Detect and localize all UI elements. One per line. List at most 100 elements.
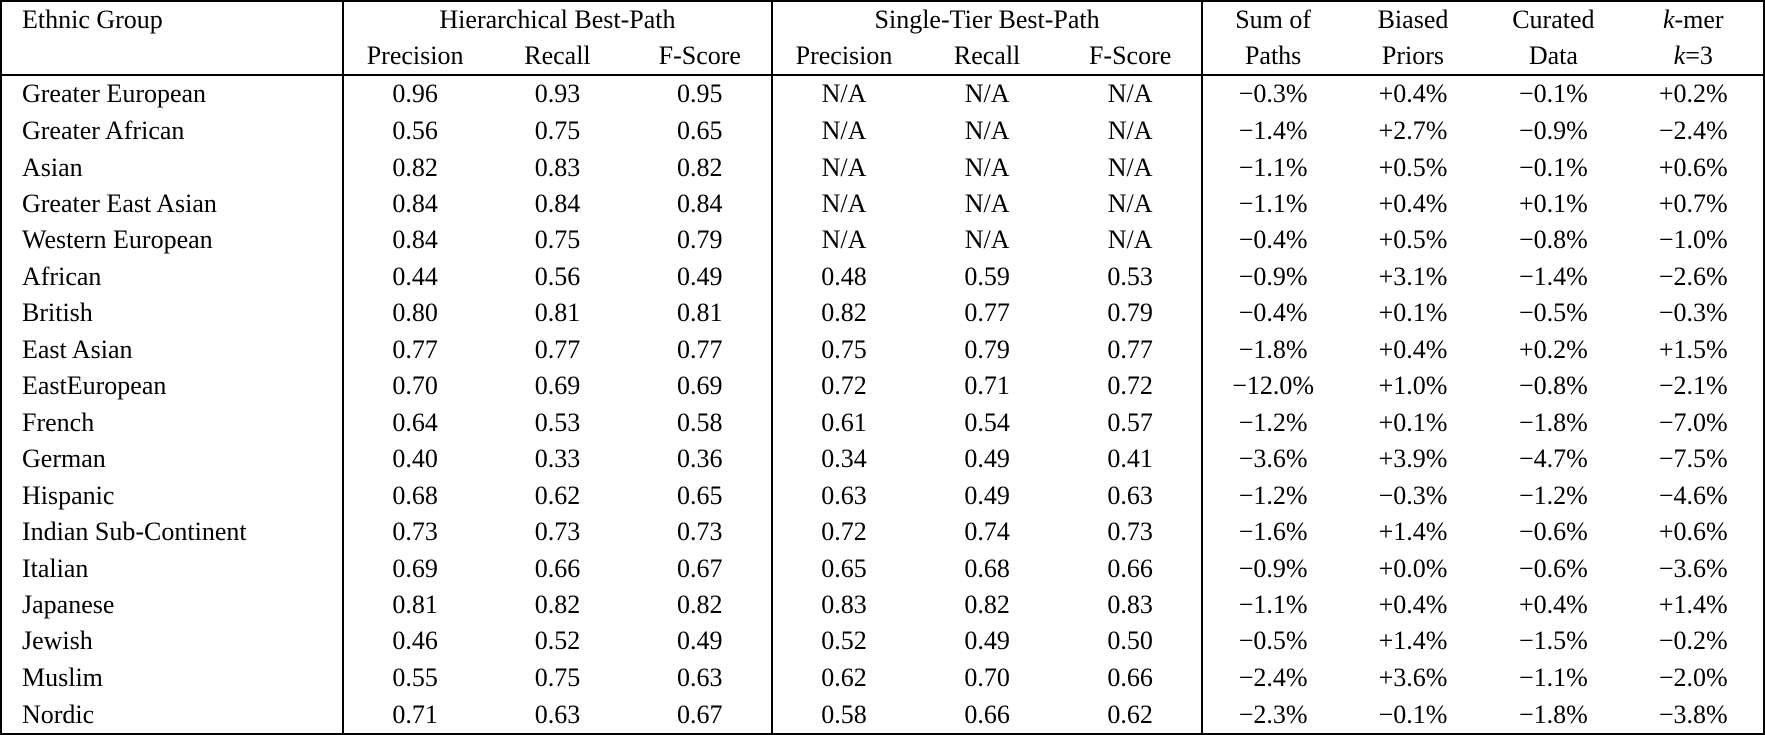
single-fscore-cell: 0.79 bbox=[1107, 298, 1153, 328]
single-precision-cell: N/A bbox=[770, 222, 916, 259]
kmer-cell: −2.6% bbox=[1658, 261, 1728, 291]
single-precision-cell: 0.75 bbox=[770, 331, 916, 369]
single-recall-cell: 0.71 bbox=[964, 371, 1010, 401]
curated-data-cell: −1.2% bbox=[1518, 480, 1588, 510]
single-precision-cell: 0.58 bbox=[770, 696, 916, 734]
single-precision-cell: N/A bbox=[770, 112, 916, 150]
single-fscore-cell: N/A bbox=[1107, 188, 1153, 218]
col-header-ethnic-group: Ethnic Group bbox=[1, 1, 344, 76]
single-precision-cell: 0.83 bbox=[770, 586, 916, 624]
hier-precision-cell: 0.55 bbox=[342, 659, 487, 697]
single-precision-cell: 0.61 bbox=[770, 404, 916, 441]
biased-priors-cell: −0.1% bbox=[1378, 699, 1448, 729]
table-row: British 0.80 0.81 0.81 0.82 0.77 0.79 −0.4% +0.1… bbox=[1, 295, 1764, 332]
biased-priors-cell: +0.1% bbox=[1378, 407, 1448, 437]
curated-data-cell: −1.8% bbox=[1518, 407, 1588, 437]
sum-of-paths-cell: −1.1% bbox=[1201, 149, 1343, 186]
biased-priors-cell: +3.1% bbox=[1378, 261, 1448, 291]
hier-fscore-cell: 0.73 bbox=[677, 517, 723, 547]
single-recall-cell: 0.68 bbox=[964, 553, 1010, 583]
ethnic-group-cell: Greater European bbox=[22, 79, 207, 109]
kmer-cell: −3.8% bbox=[1658, 699, 1728, 729]
table-row: Nordic 0.71 0.63 0.67 0.58 0.66 0.62 −2.3% −0.1%… bbox=[1, 696, 1764, 734]
subheader-hier-precision: Precision bbox=[342, 38, 487, 76]
table-row: German 0.40 0.33 0.36 0.34 0.49 0.41 −3.6% +3.9%… bbox=[1, 440, 1764, 478]
hier-precision-cell: 0.68 bbox=[342, 477, 487, 514]
hier-fscore-cell: 0.58 bbox=[677, 407, 723, 437]
curated-data-cell: +0.4% bbox=[1518, 589, 1588, 619]
table-row: Greater European 0.96 0.93 0.95 N/A N/A N/A −0.… bbox=[1, 75, 1764, 113]
curated-data-cell: +0.2% bbox=[1518, 334, 1588, 364]
table-row: Japanese 0.81 0.82 0.82 0.83 0.82 0.83 −1.1% +0.… bbox=[1, 586, 1764, 624]
ethnic-group-cell: German bbox=[22, 444, 106, 474]
single-recall-cell: 0.70 bbox=[964, 662, 1010, 692]
hier-recall-cell: 0.77 bbox=[534, 334, 581, 364]
biased-priors-cell: +0.4% bbox=[1378, 334, 1448, 364]
curated-data-cell: −0.6% bbox=[1518, 553, 1588, 583]
biased-priors-cell: +1.4% bbox=[1378, 517, 1448, 547]
hier-fscore-cell: 0.77 bbox=[677, 334, 723, 364]
hier-precision-cell: 0.44 bbox=[342, 258, 487, 296]
biased-priors-cell: +0.5% bbox=[1378, 152, 1448, 182]
subheader-single-precision: Precision bbox=[770, 38, 916, 76]
sum-of-paths-cell: −0.9% bbox=[1201, 258, 1343, 296]
single-precision-cell: 0.72 bbox=[770, 513, 916, 551]
single-recall-cell: N/A bbox=[964, 188, 1010, 218]
table-body: Greater European 0.96 0.93 0.95 N/A N/A N/A −0.… bbox=[1, 75, 1764, 734]
hier-recall-cell: 0.84 bbox=[534, 188, 581, 218]
sum-of-paths-cell: −1.1% bbox=[1201, 185, 1343, 223]
ethnic-group-cell: East Asian bbox=[22, 334, 133, 364]
table-row: Greater East Asian 0.84 0.84 0.84 N/A N/A N/A −… bbox=[1, 185, 1764, 223]
sum-of-paths-cell: −1.8% bbox=[1201, 331, 1343, 369]
single-fscore-cell: 0.41 bbox=[1107, 444, 1153, 474]
sum-of-paths-cell: −1.4% bbox=[1201, 112, 1343, 150]
hier-recall-cell: 0.93 bbox=[534, 79, 581, 109]
single-recall-cell: N/A bbox=[964, 225, 1010, 255]
ethnic-group-cell: Jewish bbox=[22, 626, 93, 656]
hier-fscore-cell: 0.36 bbox=[677, 444, 723, 474]
hier-recall-cell: 0.83 bbox=[534, 152, 581, 182]
curated-data-cell: −1.4% bbox=[1518, 261, 1588, 291]
subheader-single-fscore: F-Score bbox=[1058, 38, 1203, 76]
single-fscore-cell: 0.50 bbox=[1107, 626, 1153, 656]
curated-data-cell: −0.8% bbox=[1518, 371, 1588, 401]
hier-recall-cell: 0.69 bbox=[534, 371, 581, 401]
biased-priors-cell: −0.3% bbox=[1378, 480, 1448, 510]
single-fscore-cell: 0.66 bbox=[1107, 662, 1153, 692]
biased-priors-cell: +0.5% bbox=[1378, 225, 1448, 255]
curated-data-cell: −4.7% bbox=[1518, 444, 1588, 474]
single-precision-cell: 0.82 bbox=[770, 295, 916, 332]
subheader-single-recall: Recall bbox=[915, 38, 1059, 76]
hier-precision-cell: 0.40 bbox=[342, 440, 487, 478]
single-recall-cell: 0.77 bbox=[964, 298, 1010, 328]
table-row: Jewish 0.46 0.52 0.49 0.52 0.49 0.50 −0.5% +1.4%… bbox=[1, 623, 1764, 660]
single-fscore-cell: 0.53 bbox=[1107, 261, 1153, 291]
sum-of-paths-cell: −3.6% bbox=[1201, 440, 1343, 478]
hier-fscore-cell: 0.84 bbox=[677, 188, 723, 218]
table-row: Hispanic 0.68 0.62 0.65 0.63 0.49 0.63 −1.2% −0.… bbox=[1, 477, 1764, 514]
sum-of-paths-cell: −2.3% bbox=[1201, 696, 1343, 734]
ethnic-group-cell: Nordic bbox=[22, 699, 95, 729]
ethnic-group-cell: Italian bbox=[22, 553, 89, 583]
biased-priors-cell: +0.1% bbox=[1378, 298, 1448, 328]
single-recall-cell: 0.74 bbox=[964, 517, 1010, 547]
hier-recall-cell: 0.75 bbox=[534, 662, 581, 692]
single-recall-cell: N/A bbox=[964, 79, 1010, 109]
hier-fscore-cell: 0.67 bbox=[677, 553, 723, 583]
single-fscore-cell: N/A bbox=[1107, 225, 1153, 255]
hier-fscore-cell: 0.49 bbox=[677, 626, 723, 656]
curated-data-cell: −1.1% bbox=[1518, 662, 1588, 692]
biased-priors-cell: +0.4% bbox=[1378, 589, 1448, 619]
hier-recall-cell: 0.66 bbox=[534, 553, 581, 583]
kmer-cell: +0.2% bbox=[1658, 79, 1728, 109]
ethnic-group-cell: British bbox=[22, 298, 93, 328]
biased-priors-cell: +1.0% bbox=[1378, 371, 1448, 401]
hier-precision-cell: 0.56 bbox=[342, 112, 487, 150]
single-recall-cell: 0.79 bbox=[964, 334, 1010, 364]
sum-of-paths-cell: −0.9% bbox=[1201, 550, 1343, 587]
hier-precision-cell: 0.77 bbox=[342, 331, 487, 369]
single-precision-cell: 0.72 bbox=[770, 368, 916, 405]
single-fscore-cell: 0.66 bbox=[1107, 553, 1153, 583]
single-recall-cell: 0.82 bbox=[964, 589, 1010, 619]
kmer-cell: −7.5% bbox=[1658, 444, 1728, 474]
